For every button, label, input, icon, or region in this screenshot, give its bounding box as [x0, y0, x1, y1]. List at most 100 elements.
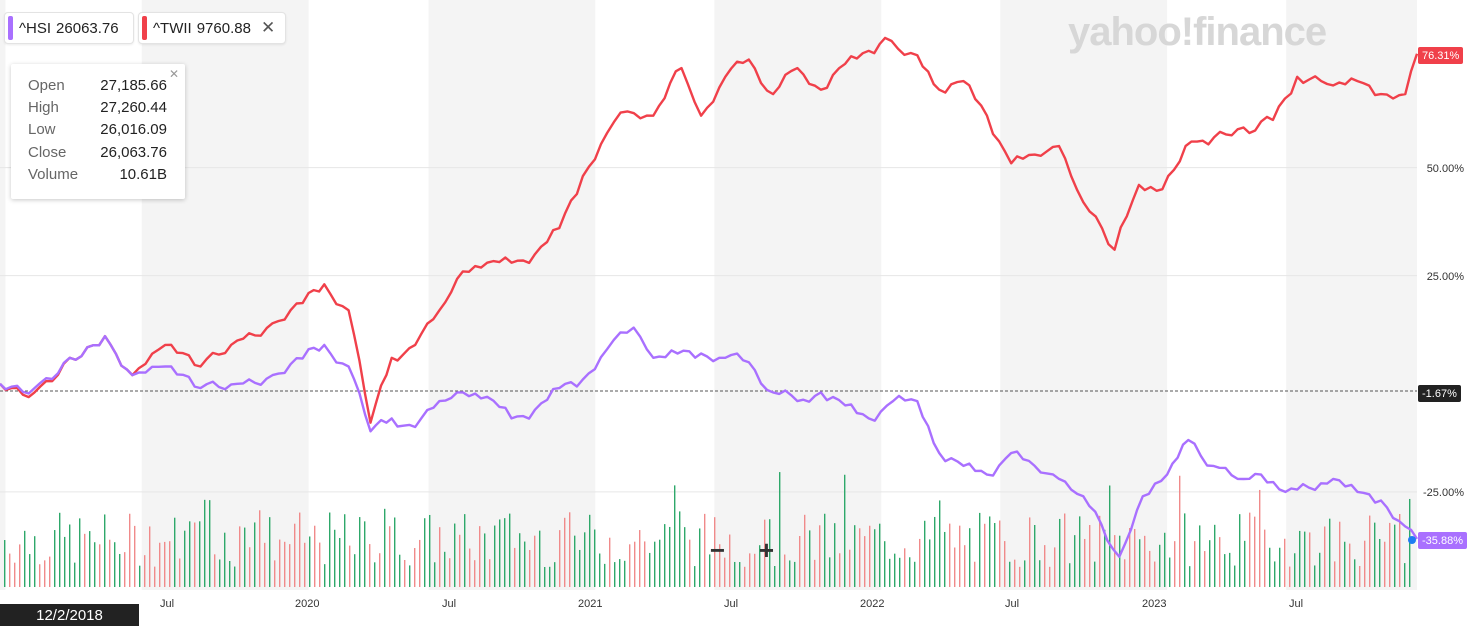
series-lines: [0, 36, 1419, 558]
zoom-in-button[interactable]: +: [758, 535, 775, 565]
twii-value: 9760.88: [196, 19, 251, 37]
yahoo-finance-watermark: yahoo!finance: [1068, 10, 1327, 54]
open-label: Open: [28, 77, 65, 94]
tooltip-row-volume: Volume 10.61B: [28, 166, 167, 188]
volume-bar: [459, 534, 461, 587]
volume-bar: [289, 544, 291, 587]
volume-bar: [904, 548, 906, 587]
volume-bar: [1209, 540, 1211, 587]
volume-bar: [1109, 485, 1111, 587]
volume-bar: [509, 513, 511, 587]
volume-bar: [144, 555, 146, 587]
volume-bar: [94, 542, 96, 587]
volume-bar: [624, 560, 626, 587]
volume-bar: [709, 554, 711, 587]
volume-bar: [84, 533, 86, 587]
symbol-chip-hsi[interactable]: ^HSI 26063.76: [4, 12, 134, 44]
volume-bar: [294, 523, 296, 587]
volume-bar: [749, 553, 751, 587]
volume-bar: [304, 542, 306, 587]
volume-bar: [394, 517, 396, 587]
volume-bar: [1144, 535, 1146, 587]
tooltip-close-icon[interactable]: ✕: [168, 67, 179, 81]
volume-bar: [234, 566, 236, 587]
twii-color-swatch: [142, 16, 147, 40]
volume-bar: [774, 566, 776, 587]
volume-bar: [1164, 532, 1166, 587]
volume-bar: [694, 566, 696, 587]
volume-bar: [209, 500, 211, 587]
volume-bar: [834, 523, 836, 587]
volume-bar: [279, 539, 281, 587]
volume-bar: [409, 565, 411, 587]
volume-bar: [919, 538, 921, 587]
y-tick-label: 25.00%: [1426, 271, 1464, 283]
volume-bar: [799, 535, 801, 587]
volume-bar: [1204, 551, 1206, 587]
volume-bar: [524, 541, 526, 587]
volume-bar: [689, 539, 691, 587]
crosshair-date-label: 12/2/2018: [0, 604, 139, 626]
close-value: 26,063.76: [100, 144, 167, 161]
volume-bar: [1264, 529, 1266, 587]
volume-bar: [494, 525, 496, 587]
volume-bar: [674, 485, 676, 587]
volume-bar: [374, 562, 376, 587]
volume-bar: [1229, 552, 1231, 587]
volume-bar: [1114, 535, 1116, 587]
volume-bar: [1074, 535, 1076, 587]
volume-bar: [249, 547, 251, 587]
volume-bar: [604, 563, 606, 587]
volume-bar: [454, 523, 456, 587]
tooltip-row-close: Close 26,063.76: [28, 144, 167, 166]
volume-bar: [819, 525, 821, 587]
remove-comparison-icon[interactable]: ✕: [260, 18, 276, 37]
symbol-chip-twii[interactable]: ^TWII 9760.88 ✕: [138, 12, 286, 44]
volume-bar: [1244, 540, 1246, 587]
x-tick-label: 2023: [1142, 598, 1167, 610]
volume-bar: [1344, 541, 1346, 587]
volume-bar: [104, 514, 106, 587]
volume-bar: [189, 521, 191, 587]
volume-bar: [1069, 563, 1071, 587]
hsi-color-swatch: [8, 16, 13, 40]
volume-bar: [704, 513, 706, 587]
volume-bar: [64, 536, 66, 587]
volume-bar: [1294, 553, 1296, 587]
volume-bar: [1089, 525, 1091, 587]
volume-bar: [934, 516, 936, 587]
volume-bar: [174, 517, 176, 587]
volume-bar: [309, 536, 311, 587]
volume-bar: [574, 535, 576, 587]
hsi-last-value-badge: -35.88%: [1418, 532, 1467, 549]
volume-bar: [244, 527, 246, 587]
volume-bar: [1319, 552, 1321, 587]
volume-bar: [1329, 518, 1331, 587]
x-tick-label: Jul: [160, 598, 175, 610]
zoom-out-button[interactable]: −: [709, 535, 726, 565]
volume-bar: [239, 526, 241, 587]
volume-bar: [1104, 529, 1106, 587]
x-tick-label: 2022: [860, 598, 885, 610]
volume-bar: [879, 523, 881, 587]
volume-bar: [1044, 545, 1046, 587]
volume-bar: [429, 514, 431, 587]
volume-bar: [1039, 560, 1041, 587]
volume-bar: [479, 526, 481, 587]
volume-bar: [1079, 516, 1081, 587]
volume-bar: [629, 544, 631, 587]
volume-bar: [214, 554, 216, 587]
volume-bar: [1029, 517, 1031, 587]
volume-bar: [764, 519, 766, 587]
time-band: [1286, 0, 1417, 590]
volume-bar: [1389, 522, 1391, 587]
volume-bar: [149, 526, 151, 587]
volume-bar: [1404, 563, 1406, 587]
volume-bar: [59, 512, 61, 587]
volume-bar: [794, 561, 796, 587]
volume-bar: [199, 521, 201, 587]
volume-bar: [1149, 550, 1151, 587]
volume-bar: [404, 560, 406, 587]
